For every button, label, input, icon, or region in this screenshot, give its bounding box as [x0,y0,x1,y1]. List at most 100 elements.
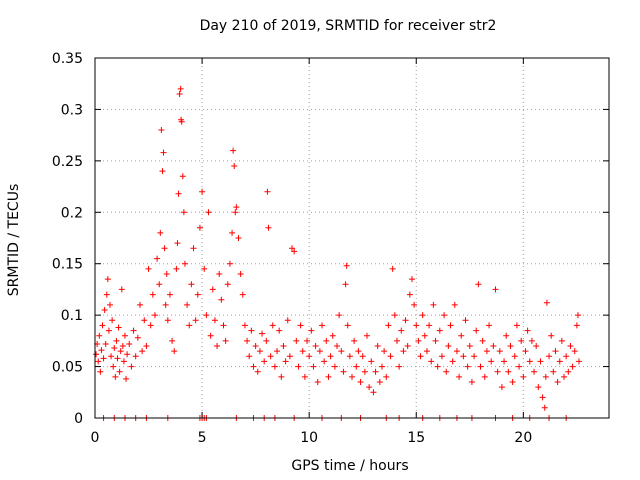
data-point [109,317,116,324]
data-point [483,348,490,355]
x-tick-label: 20 [514,430,532,446]
data-point [180,209,187,216]
y-tick-labels: 0 0.05 0.1 0.15 0.2 0.25 0.3 0.35 [52,51,83,427]
data-point [124,351,131,358]
data-point [338,348,345,355]
y-tick-label: 0.2 [61,205,83,221]
data-point [235,235,242,241]
data-point [428,358,435,365]
data-point [276,327,283,334]
data-point [351,337,358,344]
data-point [451,301,458,308]
data-point [357,379,364,385]
data-point [546,353,553,360]
data-point [507,343,514,349]
data-point [161,245,168,252]
data-point [98,347,105,354]
data-point [494,368,501,375]
axis-ticks [94,57,609,419]
data-point [211,317,218,324]
data-point [349,373,355,380]
data-point [513,322,520,329]
data-point [162,301,169,308]
data-point [108,353,115,360]
data-points [93,85,583,421]
data-point [164,317,171,324]
data-point [458,332,465,339]
data-point [479,337,486,344]
data-point [149,291,156,298]
y-tick-label: 0 [74,411,83,427]
data-point [421,332,428,339]
data-point [383,373,390,380]
data-point [179,173,186,180]
data-point [128,363,135,370]
data-point [558,337,565,344]
data-point [259,330,266,337]
data-point [254,368,261,375]
data-point [477,363,484,370]
data-point [541,404,548,411]
data-point [462,317,469,324]
data-point [359,353,366,360]
data-point [224,281,231,288]
data-point [248,327,255,334]
data-point [101,307,108,313]
data-point [468,379,475,385]
data-point [460,353,467,360]
data-point [100,355,107,362]
y-tick-label: 0.15 [52,257,83,273]
data-point [116,368,123,375]
data-point [115,324,122,331]
data-point [117,348,124,355]
data-point [134,334,141,341]
data-point [261,358,268,365]
y-tick-label: 0.3 [61,102,83,118]
data-point [158,127,165,133]
data-point [366,384,373,391]
data-point [207,332,214,339]
data-point [250,363,257,370]
x-tick-label: 15 [407,430,425,446]
data-point [323,337,330,344]
data-point [574,312,581,319]
data-point [97,368,104,375]
data-point [413,322,420,329]
data-point [539,394,546,401]
data-point [226,260,233,267]
data-point [415,337,422,344]
y-tick-label: 0.1 [61,308,83,324]
data-point [501,358,508,365]
data-point [535,384,542,391]
data-point [355,348,362,355]
data-point [436,327,443,334]
data-point [432,337,439,344]
data-point [169,337,176,344]
data-point [411,301,418,308]
data-point [509,379,516,385]
data-point [449,358,456,365]
data-point [120,358,127,365]
x-tick-label: 5 [198,430,207,446]
data-point [334,343,341,349]
data-point [121,332,128,339]
data-point [113,337,120,344]
data-point [561,373,568,380]
data-point [389,265,396,272]
data-point [214,343,221,349]
y-axis-label: SRMTID / TECUs [6,184,22,297]
data-point [229,229,236,236]
data-point [237,271,244,277]
data-point [230,147,237,154]
data-point [441,312,448,319]
data-point [159,168,166,175]
data-point [274,348,281,355]
data-point [503,332,510,339]
data-point [174,240,181,247]
data-point [232,209,239,216]
data-point [252,343,259,349]
data-point [293,337,300,344]
data-point [136,301,143,308]
data-point [368,358,375,365]
data-point [408,276,415,283]
